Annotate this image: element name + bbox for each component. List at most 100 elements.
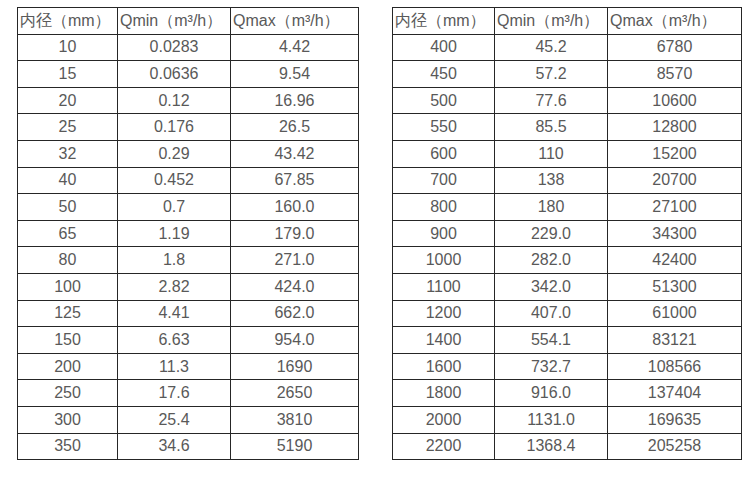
data-cell: 83121: [608, 327, 742, 354]
data-cell: 205258: [608, 433, 742, 460]
data-cell: 300: [18, 406, 118, 433]
data-cell: 800: [393, 194, 495, 221]
data-cell: 4.42: [231, 34, 359, 61]
data-cell: 662.0: [231, 300, 359, 327]
data-cell: 1000: [393, 247, 495, 274]
data-cell: 8570: [608, 61, 742, 88]
data-cell: 42400: [608, 247, 742, 274]
table-row: 30025.43810: [18, 406, 359, 433]
data-cell: 6.63: [118, 327, 231, 354]
table-row: 55085.512800: [393, 114, 742, 141]
data-cell: 40: [18, 167, 118, 194]
data-cell: 108566: [608, 353, 742, 380]
data-cell: 16.96: [231, 87, 359, 114]
data-cell: 0.7: [118, 194, 231, 221]
data-cell: 4.41: [118, 300, 231, 327]
data-cell: 160.0: [231, 194, 359, 221]
table-row: 250.17626.5: [18, 114, 359, 141]
data-cell: 20: [18, 87, 118, 114]
data-cell: 77.6: [495, 87, 608, 114]
table-row: 801.8271.0: [18, 247, 359, 274]
table-row: 1800916.0137404: [393, 380, 742, 407]
header-cell: 内径（mm）: [393, 8, 495, 35]
data-cell: 2650: [231, 380, 359, 407]
header-cell: Qmax（m³/h）: [231, 8, 359, 35]
data-cell: 2.82: [118, 273, 231, 300]
data-cell: 150: [18, 327, 118, 354]
table-row: 70013820700: [393, 167, 742, 194]
data-cell: 1690: [231, 353, 359, 380]
data-cell: 1600: [393, 353, 495, 380]
header-cell: Qmax（m³/h）: [608, 8, 742, 35]
data-cell: 954.0: [231, 327, 359, 354]
table-row: 320.2943.42: [18, 140, 359, 167]
data-cell: 34.6: [118, 433, 231, 460]
data-cell: 5190: [231, 433, 359, 460]
data-cell: 110: [495, 140, 608, 167]
data-cell: 43.42: [231, 140, 359, 167]
table-row: 1000282.042400: [393, 247, 742, 274]
data-cell: 0.176: [118, 114, 231, 141]
data-cell: 554.1: [495, 327, 608, 354]
data-cell: 342.0: [495, 273, 608, 300]
table-row: 1200407.061000: [393, 300, 742, 327]
data-cell: 125: [18, 300, 118, 327]
header-cell: Qmin（m³/h）: [495, 8, 608, 35]
data-cell: 1.19: [118, 220, 231, 247]
table-row: 651.19179.0: [18, 220, 359, 247]
header-row: 内径（mm）Qmin（m³/h）Qmax（m³/h）: [393, 8, 742, 35]
header-cell: Qmin（m³/h）: [118, 8, 231, 35]
data-cell: 0.29: [118, 140, 231, 167]
data-cell: 1200: [393, 300, 495, 327]
data-cell: 15200: [608, 140, 742, 167]
data-cell: 20700: [608, 167, 742, 194]
data-cell: 80: [18, 247, 118, 274]
data-cell: 1800: [393, 380, 495, 407]
table-row: 100.02834.42: [18, 34, 359, 61]
data-cell: 0.12: [118, 87, 231, 114]
data-cell: 1131.0: [495, 406, 608, 433]
data-cell: 2000: [393, 406, 495, 433]
table-row: 50077.610600: [393, 87, 742, 114]
data-cell: 179.0: [231, 220, 359, 247]
data-cell: 450: [393, 61, 495, 88]
data-cell: 700: [393, 167, 495, 194]
data-cell: 12800: [608, 114, 742, 141]
data-cell: 200: [18, 353, 118, 380]
table-row: 22001368.4205258: [393, 433, 742, 460]
table-row: 40045.26780: [393, 34, 742, 61]
data-cell: 424.0: [231, 273, 359, 300]
data-cell: 180: [495, 194, 608, 221]
table-row: 20011.31690: [18, 353, 359, 380]
data-cell: 1100: [393, 273, 495, 300]
data-cell: 34300: [608, 220, 742, 247]
data-cell: 15: [18, 61, 118, 88]
data-cell: 65: [18, 220, 118, 247]
data-cell: 282.0: [495, 247, 608, 274]
data-cell: 3810: [231, 406, 359, 433]
data-cell: 85.5: [495, 114, 608, 141]
flow-spec-tables: 内径（mm）Qmin（m³/h）Qmax（m³/h）100.02834.4215…: [0, 0, 750, 460]
table-row: 20001131.0169635: [393, 406, 742, 433]
data-cell: 45.2: [495, 34, 608, 61]
data-cell: 271.0: [231, 247, 359, 274]
data-cell: 229.0: [495, 220, 608, 247]
data-cell: 27100: [608, 194, 742, 221]
data-cell: 407.0: [495, 300, 608, 327]
data-cell: 10: [18, 34, 118, 61]
data-cell: 169635: [608, 406, 742, 433]
table-row: 45057.28570: [393, 61, 742, 88]
table-row: 1400554.183121: [393, 327, 742, 354]
table-row: 1600732.7108566: [393, 353, 742, 380]
data-cell: 1.8: [118, 247, 231, 274]
data-cell: 732.7: [495, 353, 608, 380]
table-row: 900229.034300: [393, 220, 742, 247]
spec-table-left: 内径（mm）Qmin（m³/h）Qmax（m³/h）100.02834.4215…: [17, 7, 359, 460]
data-cell: 916.0: [495, 380, 608, 407]
data-cell: 250: [18, 380, 118, 407]
data-cell: 67.85: [231, 167, 359, 194]
data-cell: 32: [18, 140, 118, 167]
header-row: 内径（mm）Qmin（m³/h）Qmax（m³/h）: [18, 8, 359, 35]
data-cell: 26.5: [231, 114, 359, 141]
table-row: 60011015200: [393, 140, 742, 167]
